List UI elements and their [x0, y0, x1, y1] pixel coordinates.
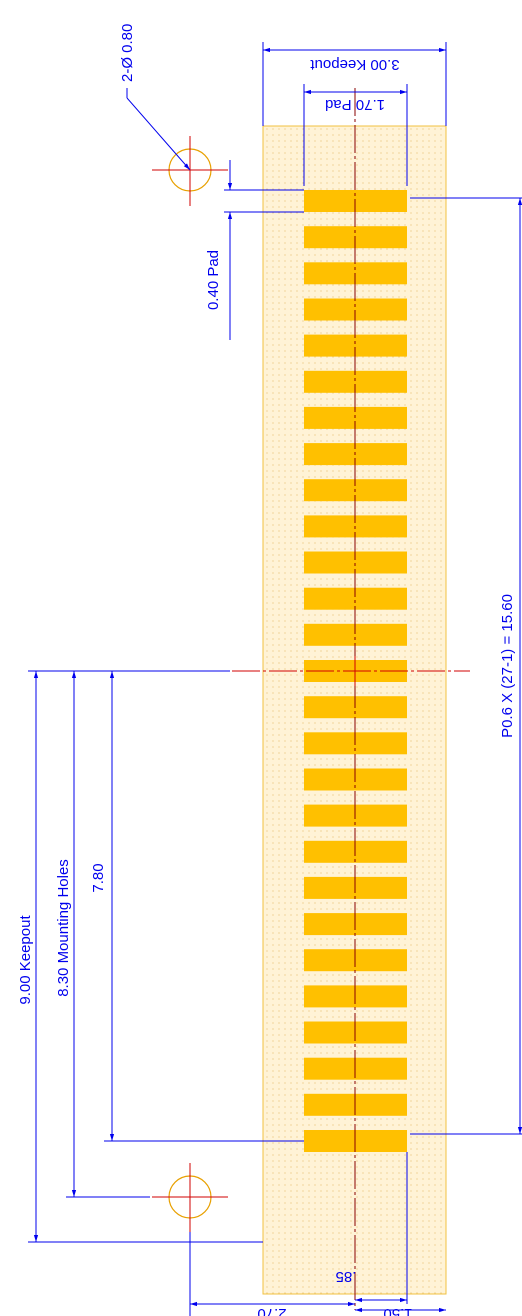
hole-offset-label: 2.70	[257, 1305, 286, 1316]
mounting-hole-top	[152, 136, 228, 206]
mounting-hole-bottom	[152, 1163, 228, 1233]
pad-13	[304, 623, 407, 646]
mounting-holes-label: 8.30 Mounting Holes	[55, 859, 72, 997]
hole-callout-label: 2-Ø 0.80	[119, 24, 136, 82]
pad-11	[304, 551, 407, 574]
pad-width-label: 0.40 Pad	[205, 250, 222, 310]
pad-5	[304, 334, 407, 357]
pitch-total-label: P0.6 X (27-1) = 15.60	[499, 594, 516, 738]
edge-offset-label: 1.50	[383, 1305, 412, 1316]
half-span-label: 7.80	[90, 863, 107, 892]
pad-12	[304, 587, 407, 610]
pad-length-label: 1.70 Pad	[325, 96, 385, 113]
keepout-width-label: 3.00 Keepout	[310, 56, 400, 73]
keepout-length-label: 9.00 Keepout	[17, 915, 34, 1005]
pad-offset-label: .85	[336, 1268, 357, 1285]
pad-6	[304, 370, 407, 393]
pad-4	[304, 298, 407, 321]
